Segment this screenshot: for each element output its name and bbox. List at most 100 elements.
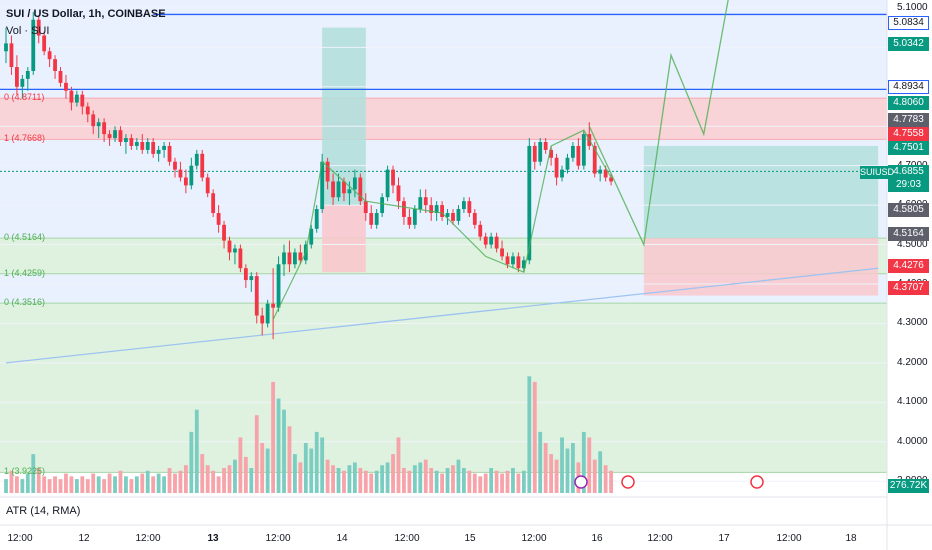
volume-bar: [20, 479, 25, 493]
candle-body: [293, 252, 297, 265]
volume-bar: [500, 473, 504, 493]
candle-body: [222, 224, 226, 241]
candle-body: [200, 153, 205, 178]
candle-body: [380, 197, 385, 213]
candle-body: [554, 157, 559, 178]
position-stop-zone: [643, 238, 879, 296]
volume-bar: [532, 381, 537, 493]
volume-bar: [102, 479, 107, 493]
candle-body: [363, 201, 368, 213]
volume-bar: [287, 426, 292, 493]
price-tag: 276.72K: [888, 479, 929, 493]
volume-bar: [178, 470, 183, 493]
candle-body: [58, 71, 63, 83]
volume-bar: [47, 479, 52, 493]
volume-bar: [243, 456, 248, 493]
volume-bar: [200, 454, 205, 493]
volume-bar: [309, 448, 314, 493]
candle-body: [140, 142, 145, 150]
candle-body: [374, 213, 379, 225]
candle-body: [4, 43, 8, 52]
price-tick-label: 4.0000: [897, 435, 928, 447]
volume-bar: [440, 473, 445, 493]
price-tag: 4.7558: [888, 127, 929, 141]
candle-body: [560, 169, 564, 178]
candle-body: [173, 161, 177, 170]
volume-bar: [489, 468, 494, 493]
us-flag-event-icon[interactable]: [750, 475, 764, 489]
volume-bar: [194, 409, 199, 493]
candle-body: [369, 213, 374, 225]
candle-body: [494, 236, 499, 249]
volume-bar: [222, 468, 226, 493]
fib-zone: [0, 303, 887, 473]
candle-body: [451, 213, 455, 221]
pattern-path: [272, 129, 612, 320]
candle-body: [461, 201, 466, 210]
price-tick-label: 4.1000: [897, 396, 928, 408]
volume-bar: [4, 479, 8, 493]
volume-bar: [483, 473, 488, 493]
volume-bar: [14, 476, 19, 493]
candle-body: [85, 106, 90, 115]
volume-bar: [560, 437, 564, 493]
time-tick-label: 13: [207, 533, 219, 544]
volume-bar: [282, 409, 286, 493]
volume-bar: [451, 465, 455, 493]
volume-bar: [249, 468, 254, 493]
volume-bar: [118, 470, 123, 493]
candle-body: [205, 177, 210, 194]
symbol-title[interactable]: SUI / US Dollar, 1h, COINBASE: [6, 8, 166, 20]
volume-bar: [461, 468, 466, 493]
candle-body: [396, 185, 401, 202]
candle-body: [80, 94, 85, 107]
candle-body: [249, 276, 254, 281]
atr-legend[interactable]: ATR (14, RMA): [6, 505, 81, 517]
candle-body: [352, 177, 357, 190]
candle-body: [243, 268, 248, 281]
volume-bar: [325, 459, 330, 493]
volume-bar: [511, 468, 515, 493]
volume-bar: [407, 470, 412, 493]
price-tick-label: 4.5000: [897, 238, 928, 250]
volume-bar: [434, 470, 439, 493]
volume-bar: [412, 465, 417, 493]
time-tick-label: 12:00: [647, 533, 673, 544]
volume-bar: [211, 470, 216, 493]
volume-bar: [80, 476, 85, 493]
candle-body: [183, 177, 188, 186]
volume-bar: [347, 465, 352, 493]
volume-bar: [107, 473, 112, 493]
candle-body: [418, 197, 423, 210]
candle-body: [603, 169, 608, 178]
candle-body: [358, 177, 363, 202]
volume-bar: [36, 468, 41, 493]
volume-legend[interactable]: Vol · SUI: [6, 25, 50, 37]
candle-body: [298, 252, 303, 261]
us-flag-event-icon[interactable]: [621, 475, 635, 489]
fib-level-label: 1 (4.4259): [4, 267, 46, 278]
range-stop-zone: [322, 205, 366, 273]
candle-body: [282, 252, 286, 265]
candle-body: [254, 276, 259, 316]
candle-body: [314, 209, 319, 229]
volume-bar: [565, 448, 570, 493]
event-icons[interactable]: [574, 475, 764, 489]
candle-body: [549, 149, 554, 158]
volume-bar: [374, 470, 379, 493]
candle-body: [581, 134, 586, 166]
candle-body: [505, 256, 510, 265]
fib-level-label: 0 (4.5164): [4, 232, 46, 243]
volume-bar: [363, 470, 368, 493]
candle-body: [233, 248, 237, 253]
price-tag: 4.7501: [888, 141, 929, 155]
candle-body: [91, 114, 96, 127]
candle-body: [576, 145, 581, 166]
lightning-event-icon[interactable]: [574, 475, 588, 489]
volume-bar: [162, 476, 166, 493]
volume-bar: [124, 476, 128, 493]
price-tick-label: 4.3000: [897, 317, 928, 329]
volume-bar: [543, 443, 548, 493]
fib-level-label: 1 (3.9225): [4, 466, 46, 477]
